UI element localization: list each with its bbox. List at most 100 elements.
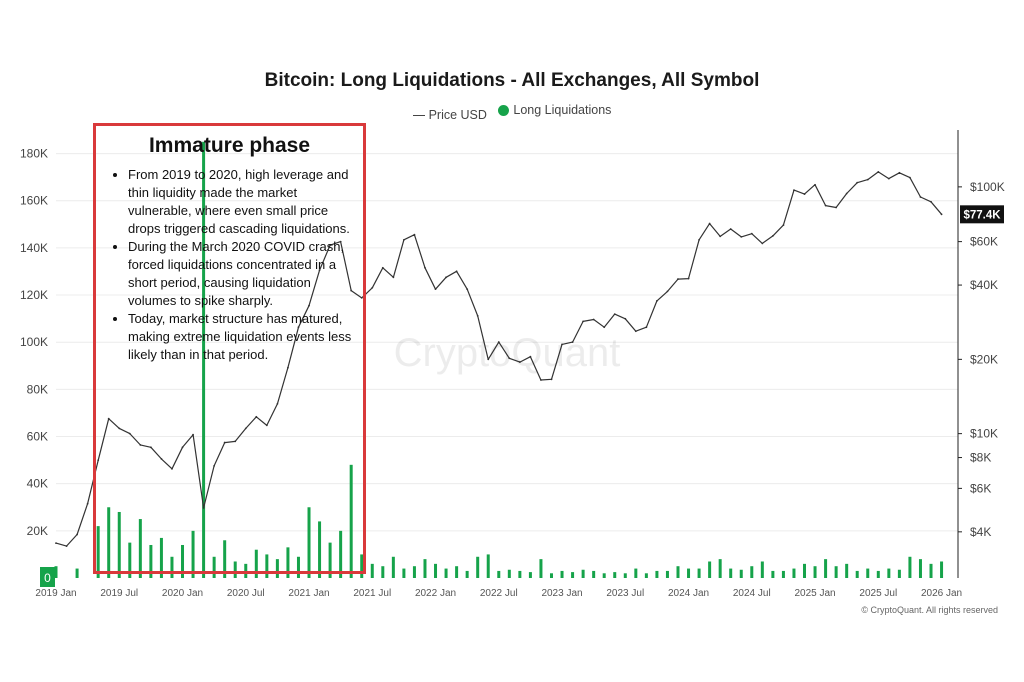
left-tick-label: 0: [44, 571, 51, 585]
price-point: [561, 343, 563, 346]
right-tick-label: $40K: [970, 278, 998, 292]
price-point: [181, 446, 184, 449]
price-point: [171, 467, 173, 470]
liquidation-bar: [296, 556, 300, 578]
right-tick-label: $100K: [970, 180, 1005, 194]
liquidation-bar: [687, 568, 691, 578]
price-point: [234, 440, 237, 443]
price-point: [55, 542, 57, 545]
price-point: [118, 427, 121, 430]
price-point: [592, 318, 595, 321]
price-point: [687, 277, 690, 280]
price-point: [445, 276, 447, 279]
liquidation-bar: [665, 570, 669, 578]
price-point: [782, 224, 785, 226]
price-point: [255, 415, 258, 418]
liquidation-bar: [402, 568, 406, 578]
annotation-box: Immature phase From 2019 to 2020, high l…: [93, 123, 366, 574]
legend-item-price[interactable]: Price USD: [412, 108, 487, 122]
price-point: [930, 200, 932, 203]
liquidation-bar: [202, 141, 206, 578]
liquidation-bar: [644, 573, 648, 578]
price-point: [97, 459, 100, 462]
x-tick-label: 2023 Jan: [541, 588, 582, 599]
price-point: [329, 244, 332, 247]
liquidation-bar: [275, 559, 279, 578]
liquidation-bar: [349, 464, 353, 578]
liquidation-bar: [233, 561, 237, 578]
liquidation-bar: [708, 561, 712, 578]
liquidation-bar: [159, 537, 163, 578]
left-tick-label: 100K: [20, 335, 48, 349]
price-point: [761, 242, 764, 245]
right-tick-label: $6K: [970, 481, 991, 495]
price-point: [65, 545, 68, 548]
annotation-bullet: During the March 2020 COVID crash, force…: [128, 238, 357, 310]
liquidation-bar: [750, 566, 754, 578]
right-tick-label: $60K: [970, 235, 998, 249]
liquidation-bar: [697, 568, 701, 578]
liquidation-bar: [117, 511, 121, 578]
price-point: [287, 366, 289, 369]
legend-item-liquidations[interactable]: Long Liquidations: [498, 103, 611, 117]
x-tick-label: 2024 Jul: [733, 588, 771, 599]
liquidation-bar: [434, 563, 438, 578]
liquidation-bar: [876, 570, 880, 578]
annotation-bullet: Today, market structure has matured, mak…: [128, 310, 357, 364]
liquidation-bar: [507, 569, 511, 578]
price-point: [666, 290, 669, 293]
liquidation-bar: [771, 570, 775, 578]
price-point: [919, 196, 922, 198]
left-tick-label: 20K: [27, 524, 48, 538]
liquidation-bar: [592, 570, 596, 578]
liquidation-bar: [54, 566, 58, 578]
liquidation-bar: [444, 568, 448, 578]
price-point: [381, 266, 384, 269]
copyright: © CryptoQuant. All rights reserved: [861, 605, 998, 615]
price-point: [613, 313, 616, 316]
liquidation-bar: [476, 556, 480, 578]
price-point: [128, 432, 131, 435]
liquidation-bar: [940, 561, 944, 578]
right-tick-label: $8K: [970, 451, 991, 465]
annotation-list: From 2019 to 2020, high leverage and thi…: [108, 166, 357, 364]
right-tick-label: $10K: [970, 427, 998, 441]
price-point: [497, 341, 500, 343]
x-tick-label: 2025 Jan: [794, 588, 835, 599]
x-tick-label: 2020 Jan: [162, 588, 203, 599]
x-tick-label: 2024 Jan: [668, 588, 709, 599]
liquidation-bar: [455, 566, 459, 578]
liquidation-bar: [170, 556, 174, 578]
price-point: [276, 402, 279, 405]
x-tick-label: 2019 Jul: [100, 588, 138, 599]
liquidation-bar: [887, 568, 891, 578]
liquidation-bar: [244, 563, 248, 578]
liquidation-bar: [866, 568, 870, 578]
liquidation-bar: [465, 570, 469, 578]
price-point: [771, 234, 774, 237]
right-tick-label: $20K: [970, 352, 998, 366]
left-tick-label: 60K: [27, 430, 48, 444]
zero-label-box: [40, 567, 55, 587]
liquidation-bar: [834, 566, 838, 578]
liquidation-bar: [360, 554, 364, 578]
x-tick-label: 2019 Jan: [35, 588, 76, 599]
price-point: [76, 533, 78, 536]
liquidation-bar: [497, 570, 501, 578]
price-point: [413, 233, 416, 236]
liquidation-bar: [75, 568, 79, 578]
left-tick-label: 140K: [20, 241, 48, 255]
price-point: [529, 355, 532, 358]
liquidation-bar: [560, 570, 564, 578]
left-tick-label: 80K: [27, 382, 48, 396]
price-point: [86, 502, 89, 505]
price-point: [244, 427, 247, 430]
price-point: [582, 320, 585, 323]
price-point: [793, 189, 795, 192]
liquidation-bar: [803, 563, 807, 578]
price-point: [656, 300, 658, 302]
x-tick-label: 2026 Jan: [921, 588, 962, 599]
liquidation-bar: [412, 566, 416, 578]
price-point: [909, 176, 911, 179]
price-point: [708, 222, 711, 225]
